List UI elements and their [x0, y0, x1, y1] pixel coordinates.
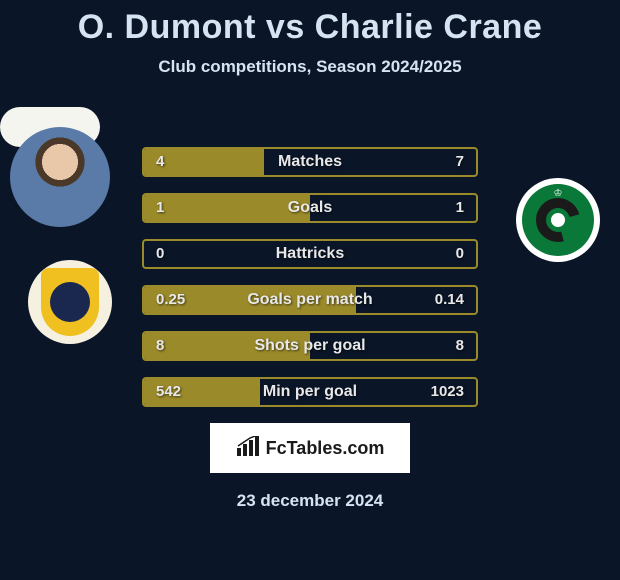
stats-list: 4Matches7 1Goals1 0Hattricks0 0.25Goals per…	[142, 147, 478, 407]
stat-label: Matches	[144, 149, 476, 175]
player1-photo	[10, 127, 110, 227]
stat-value-right: 0.14	[435, 287, 464, 313]
player1-club-logo	[28, 260, 112, 344]
stat-label: Goals	[144, 195, 476, 221]
stat-label: Goals per match	[144, 287, 476, 313]
stat-row: 8Shots per goal8	[142, 331, 478, 361]
stat-value-right: 8	[456, 333, 464, 359]
stat-row: 1Goals1	[142, 193, 478, 223]
stat-row: 0.25Goals per match0.14	[142, 285, 478, 315]
stat-row: 542Min per goal1023	[142, 377, 478, 407]
player2-club-logo: ♔	[516, 178, 600, 262]
stat-row: 0Hattricks0	[142, 239, 478, 269]
stat-label: Min per goal	[144, 379, 476, 405]
page-title: O. Dumont vs Charlie Crane	[0, 8, 620, 47]
stat-value-right: 7	[456, 149, 464, 175]
brand-text: FcTables.com	[266, 438, 385, 459]
comparison-infographic: O. Dumont vs Charlie Crane Club competit…	[0, 0, 620, 511]
club1-shield-icon	[41, 268, 99, 336]
stat-label: Shots per goal	[144, 333, 476, 359]
club1-eagle-icon	[50, 282, 90, 322]
club2-dot-icon	[551, 213, 565, 227]
stat-value-right: 1	[456, 195, 464, 221]
date-text: 23 december 2024	[0, 491, 620, 511]
club2-ring-icon: ♔	[522, 184, 594, 256]
brand-chart-icon	[236, 436, 260, 461]
stat-label: Hattricks	[144, 241, 476, 267]
stat-value-right: 0	[456, 241, 464, 267]
stat-row: 4Matches7	[142, 147, 478, 177]
stat-value-right: 1023	[431, 379, 464, 405]
brand-badge: FcTables.com	[210, 423, 410, 473]
subtitle: Club competitions, Season 2024/2025	[0, 57, 620, 77]
